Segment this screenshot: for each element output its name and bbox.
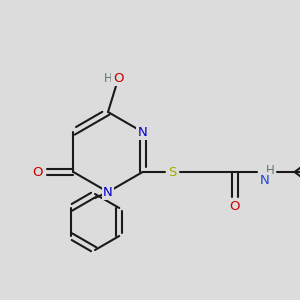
Text: H: H: [266, 164, 275, 178]
Text: N: N: [260, 173, 269, 187]
Text: H: H: [103, 71, 112, 85]
Text: O: O: [113, 71, 123, 85]
Text: N: N: [138, 125, 148, 139]
Text: N: N: [103, 185, 113, 199]
Text: O: O: [32, 166, 43, 178]
Text: O: O: [230, 200, 240, 214]
Text: S: S: [169, 166, 177, 178]
